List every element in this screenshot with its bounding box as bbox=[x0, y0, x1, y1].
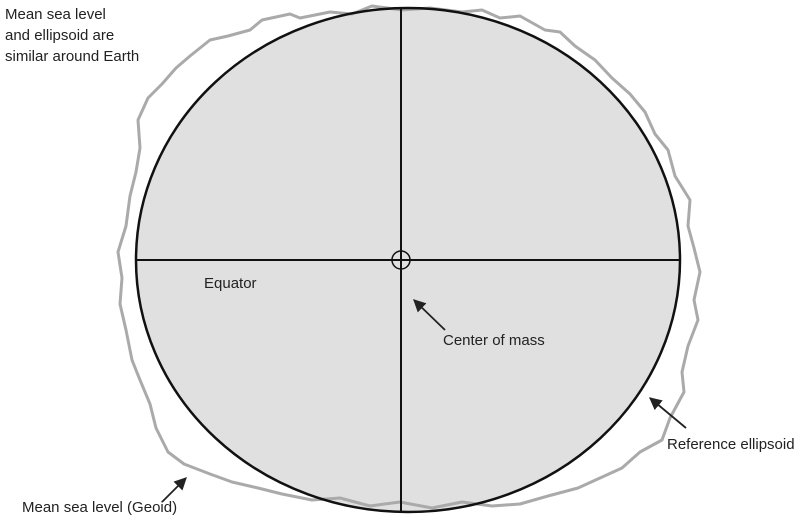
geoid-label: Mean sea level (Geoid) bbox=[22, 499, 177, 516]
center-label: Center of mass bbox=[443, 332, 545, 349]
note-line: and ellipsoid are bbox=[5, 27, 114, 44]
center-arrow bbox=[413, 299, 446, 331]
center-marker bbox=[391, 250, 411, 270]
ellipsoid-arrow bbox=[649, 397, 687, 429]
ellipsoid-label: Reference ellipsoid bbox=[667, 436, 795, 453]
geoid-arrow bbox=[161, 477, 187, 503]
geoid bbox=[116, 4, 702, 510]
note-line: similar around Earth bbox=[5, 48, 139, 65]
equator-label: Equator bbox=[204, 275, 257, 292]
note-line: Mean sea level bbox=[5, 6, 106, 23]
